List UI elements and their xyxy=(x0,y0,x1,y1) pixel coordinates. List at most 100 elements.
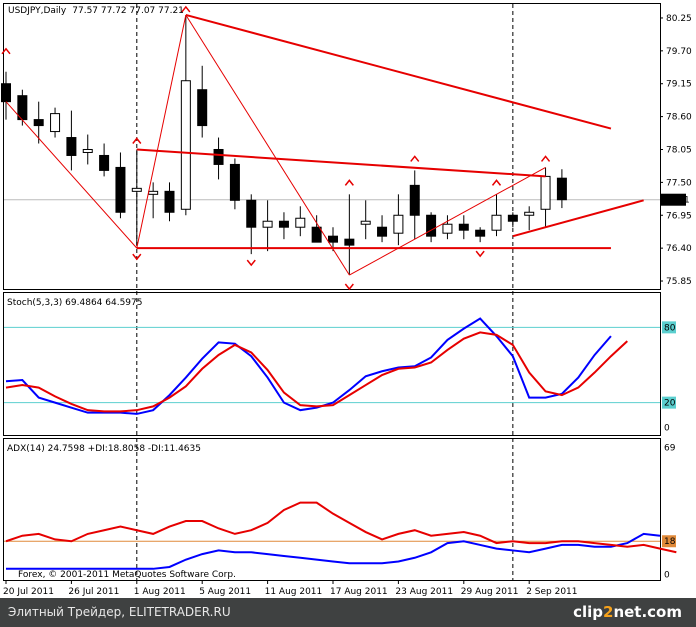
fractal-down-marker-0 xyxy=(132,253,142,261)
candle-body-32 xyxy=(524,211,535,216)
trend-line-3 xyxy=(512,199,644,238)
candle-body-12 xyxy=(197,89,208,127)
candle-body-21 xyxy=(344,238,355,246)
fractal-up-marker-6 xyxy=(540,155,551,162)
candle-body-25 xyxy=(409,184,420,216)
stoch-level-tag-0 xyxy=(662,321,676,334)
candle-body-20 xyxy=(328,235,338,243)
price-scale-label-8: 75.85 xyxy=(666,277,692,287)
candle-body-31 xyxy=(507,214,518,222)
stoch-level-tag-1 xyxy=(662,396,676,409)
adx-panel-frame xyxy=(3,438,661,581)
fractal-up-marker-0 xyxy=(1,47,11,55)
trend-line-6 xyxy=(185,14,350,276)
candle-body-2 xyxy=(33,119,44,127)
stoch-panel-title: Stoch(5,3,3) 69.4864 64.5975 xyxy=(7,298,142,308)
candle-body-11 xyxy=(180,80,191,210)
candle-body-13 xyxy=(213,148,224,165)
stoch-series-line-1 xyxy=(5,331,628,413)
fractal-down-marker-2 xyxy=(344,283,354,291)
trend-line-5 xyxy=(136,14,187,249)
fractal-up-marker-1 xyxy=(132,137,142,144)
price-scale-label-7: 76.40 xyxy=(666,244,692,254)
candle-body-14 xyxy=(229,163,240,201)
date-label-3: 5 Aug 2011 xyxy=(199,587,251,597)
fractal-up-marker-4 xyxy=(410,155,420,162)
candle-body-16 xyxy=(262,220,273,228)
price-scale-label-6: 76.95 xyxy=(666,211,692,221)
adx-layer xyxy=(4,501,677,570)
adx-level-tag-1 xyxy=(662,535,676,548)
candle-body-18 xyxy=(295,217,306,228)
price-scale-label-4: 78.05 xyxy=(666,145,692,155)
candle-body-17 xyxy=(278,220,289,228)
fractal-up-marker-5 xyxy=(491,179,502,186)
date-label-6: 23 Aug 2011 xyxy=(395,587,453,597)
grid-layer xyxy=(4,4,660,580)
footer-site-label: Элитный Трейдер, ELITETRADER.RU xyxy=(8,605,231,619)
candle-body-4 xyxy=(66,137,77,156)
trend-line-1 xyxy=(136,148,546,178)
date-label-8: 2 Sep 2011 xyxy=(526,587,577,597)
fractal-up-marker-3 xyxy=(344,179,354,186)
brand-logo: clip2net.com xyxy=(573,603,682,621)
price-scale-label-2: 79.15 xyxy=(666,80,692,90)
candle-body-5 xyxy=(82,148,93,153)
date-label-2: 1 Aug 2011 xyxy=(134,587,186,597)
candle-body-30 xyxy=(491,214,502,231)
stoch-series-line-0 xyxy=(5,317,612,415)
stoch-panel-frame xyxy=(3,292,661,436)
candle-body-0 xyxy=(1,83,11,103)
candle-body-27 xyxy=(442,223,453,234)
stoch-layer xyxy=(4,317,660,415)
trend-line-7 xyxy=(349,166,546,276)
price-scale-label-0: 80.25 xyxy=(666,14,692,24)
fractal-up-marker-2 xyxy=(181,5,191,13)
adx-scale-label-1: 18 xyxy=(664,537,676,547)
candle-body-34 xyxy=(556,177,567,201)
copyright-text: Forex, © 2001-2011 MetaQuotes Software C… xyxy=(18,570,236,580)
candle-body-23 xyxy=(377,226,388,237)
adx-scale-label-2: 0 xyxy=(664,570,670,580)
axis-layer: 80.25 79.70 79.15 78.60 78.05 77.50 76.95 76.40… xyxy=(3,14,692,597)
stoch-scale-label-1: 20 xyxy=(664,399,676,409)
stoch-scale-label-2: 0 xyxy=(664,424,670,434)
candle-body-22 xyxy=(360,220,371,225)
date-label-0: 20 Jul 2011 xyxy=(3,587,54,597)
adx-panel-title: ADX(14) 24.7598 +DI:18.8058 -DI:11.4635 xyxy=(7,444,201,454)
date-label-7: 29 Aug 2011 xyxy=(461,587,519,597)
candle-body-7 xyxy=(115,166,126,213)
fractal-down-marker-3 xyxy=(475,250,485,258)
candle-body-24 xyxy=(393,214,404,234)
adx-series-line-0 xyxy=(6,532,661,570)
price-scale-label-3: 78.60 xyxy=(666,113,692,123)
candle-body-19 xyxy=(311,226,322,243)
candle-body-10 xyxy=(164,190,175,213)
candle-body-3 xyxy=(50,113,61,133)
price-scale-label-5: 77.50 xyxy=(666,178,692,188)
price-layer xyxy=(1,5,644,291)
adx-series-line-1 xyxy=(5,501,677,554)
candle-body-26 xyxy=(426,214,437,237)
current-price-tag xyxy=(661,193,686,206)
fractal-down-marker-1 xyxy=(246,259,256,267)
trend-line-0 xyxy=(185,14,612,130)
candle-body-9 xyxy=(148,190,159,195)
date-label-1: 26 Jul 2011 xyxy=(68,587,119,597)
adx-scale-label-0: 69 xyxy=(664,444,676,454)
stoch-scale-label-0: 80 xyxy=(664,323,676,333)
candle-body-8 xyxy=(131,187,142,192)
footer-bar: Элитный Трейдер, ELITETRADER.RU clip2net… xyxy=(0,598,696,627)
date-label-4: 11 Aug 2011 xyxy=(265,587,323,597)
date-label-5: 17 Aug 2011 xyxy=(330,587,388,597)
trend-line-4 xyxy=(5,101,138,249)
price-scale-label-1: 79.70 xyxy=(666,47,692,57)
candle-body-15 xyxy=(246,199,257,228)
candle-body-33 xyxy=(540,175,551,210)
candle-body-6 xyxy=(99,154,110,171)
candle-body-29 xyxy=(475,229,486,237)
price-panel-title: USDJPY,Daily 77.57 77.72 77.07 77.21 xyxy=(8,6,184,16)
current-price-label: 77.21 xyxy=(664,196,690,206)
candle-body-28 xyxy=(458,223,469,231)
